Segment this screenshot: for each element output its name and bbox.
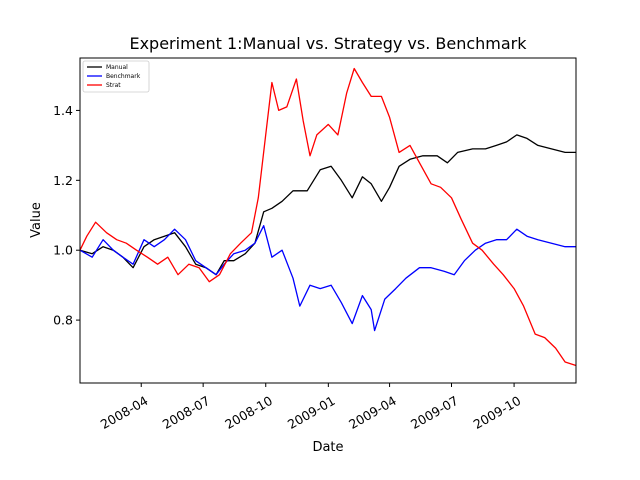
- y-tick-label: 1.0: [53, 243, 73, 258]
- series-line-manual: [79, 134, 576, 276]
- legend-box: [82, 60, 150, 93]
- plot-area: 2008-04 2008-07 2008-10 2009-01 2009-04 2009-…: [53, 57, 577, 432]
- y-tick-label: 1.4: [53, 103, 73, 118]
- y-axis: 0.8 1.0 1.2 1.4: [53, 103, 80, 328]
- legend-label: Manual: [106, 64, 128, 71]
- y-tick-label: 1.2: [53, 173, 73, 188]
- y-tick-label: 0.8: [53, 313, 73, 328]
- x-axis-title: Date: [312, 440, 343, 455]
- series-line-benchmark: [79, 225, 576, 332]
- legend-label: Benchmark: [106, 73, 141, 80]
- series-line-strat: [79, 67, 577, 367]
- chart-title: Experiment 1:Manual vs. Strategy vs. Ben…: [129, 34, 527, 53]
- legend: Manual Benchmark Strat: [82, 60, 150, 93]
- y-axis-title: Value: [29, 202, 44, 238]
- series-group: [79, 67, 577, 367]
- plot-background: [80, 58, 576, 383]
- legend-label: Strat: [106, 82, 121, 89]
